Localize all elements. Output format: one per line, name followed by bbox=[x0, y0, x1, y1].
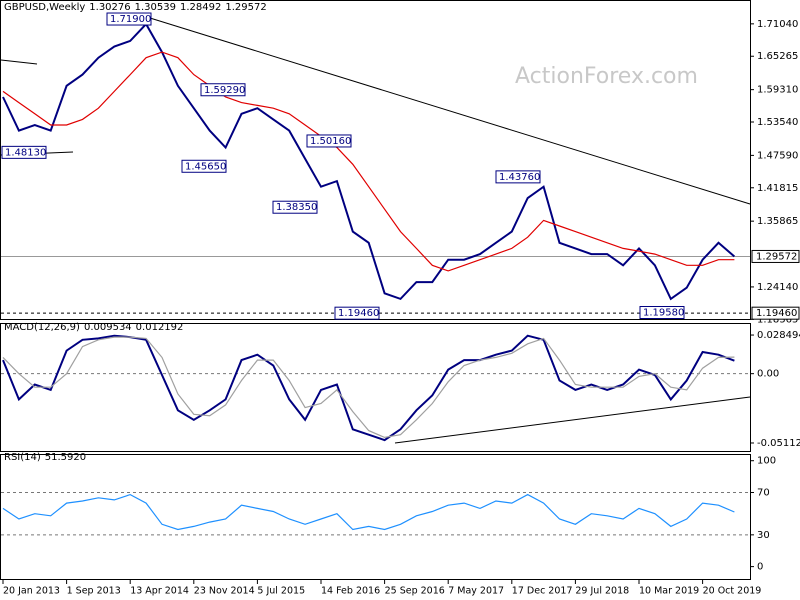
x-tick-label: 5 Jul 2015 bbox=[257, 586, 305, 597]
y-tick-label: 0.028494 bbox=[757, 330, 800, 341]
series-line bbox=[2, 493, 735, 531]
reading: 0.009534 bbox=[84, 322, 132, 333]
annotation-box bbox=[181, 159, 227, 173]
annotation-label: 1.19460 bbox=[338, 308, 379, 319]
x-tick-label: 20 Oct 2019 bbox=[703, 586, 762, 597]
y-tick-label: 1.71040 bbox=[757, 19, 798, 30]
trend-line bbox=[394, 396, 751, 444]
annotation-box bbox=[200, 83, 246, 97]
y-tick-label: 70 bbox=[757, 487, 770, 498]
x-tick-label: 25 Sep 2016 bbox=[385, 586, 445, 597]
trend-line bbox=[0, 59, 38, 65]
annotation-label: 1.59290 bbox=[204, 85, 245, 96]
x-tick-label: 29 Jul 2018 bbox=[575, 586, 629, 597]
x-tick-label: 17 Dec 2017 bbox=[512, 586, 573, 597]
pane-title: RSI(14) 51.5920 bbox=[4, 452, 86, 463]
x-tick-label: 10 Mar 2019 bbox=[639, 586, 699, 597]
series-line bbox=[2, 336, 735, 439]
annotation-box bbox=[106, 12, 152, 26]
annotation-box bbox=[334, 306, 380, 320]
y-tick-label: 1.35865 bbox=[757, 216, 798, 227]
annotation-label: 1.71900 bbox=[110, 14, 151, 25]
x-tick-label: 20 Jan 2013 bbox=[3, 586, 60, 597]
x-tick-label: 7 May 2017 bbox=[448, 586, 504, 597]
trend-line bbox=[149, 17, 751, 205]
y-tick-label: 1.18365 bbox=[757, 314, 798, 325]
title: GBPUSD,Weekly bbox=[4, 2, 85, 13]
annotation-label: 1.43760 bbox=[499, 172, 540, 183]
annotation-box bbox=[272, 200, 318, 214]
y-tick-label: 1.53540 bbox=[757, 117, 798, 128]
annotation-box bbox=[495, 170, 541, 184]
price-label: 1.29572 bbox=[756, 251, 797, 262]
reading: 0.012192 bbox=[136, 322, 184, 333]
y-tick-label: 30 bbox=[757, 530, 770, 541]
price-label-box bbox=[751, 249, 800, 263]
x-tick-label: 1 Sep 2013 bbox=[67, 586, 121, 597]
y-tick-label: 100 bbox=[757, 456, 776, 467]
pane-title: GBPUSD,Weekly 1.30276 1.30539 1.28492 1.2957… bbox=[4, 2, 267, 13]
x-tick-label: 23 Nov 2014 bbox=[194, 586, 255, 597]
x-tick-label: 14 Feb 2016 bbox=[321, 586, 380, 597]
y-tick-label: 0 bbox=[757, 562, 763, 573]
annotation-label: 1.45650 bbox=[185, 161, 226, 172]
y-tick-label: 1.47590 bbox=[757, 150, 798, 161]
reading: 1.30276 bbox=[89, 2, 130, 13]
title: MACD(12,26,9) bbox=[4, 322, 80, 333]
reading: 1.28492 bbox=[180, 2, 221, 13]
y-tick-label: 1.24140 bbox=[757, 282, 798, 293]
y-tick-label: 1.59310 bbox=[757, 85, 798, 96]
annotation-box bbox=[639, 306, 685, 320]
pane-title: MACD(12,26,9) 0.009534 0.012192 bbox=[4, 322, 183, 333]
x-tick-label: 13 Apr 2014 bbox=[130, 586, 189, 597]
y-tick-label: 0.00 bbox=[757, 369, 779, 380]
y-tick-label: -0.051125 bbox=[757, 438, 800, 449]
reading: 51.5920 bbox=[45, 452, 86, 463]
annotation-label: 1.19580 bbox=[643, 308, 684, 319]
annotation-label: 1.38350 bbox=[276, 202, 317, 213]
price-label: 1.19460 bbox=[756, 308, 797, 319]
annotation-label: 1.48130 bbox=[5, 147, 46, 158]
series-line bbox=[2, 22, 736, 301]
y-tick-label: 1.65265 bbox=[757, 51, 798, 62]
reading: 1.30539 bbox=[135, 2, 176, 13]
annotation-label: 1.50160 bbox=[310, 136, 351, 147]
series-line bbox=[2, 51, 735, 272]
macd-pane bbox=[0, 323, 751, 452]
price-label-box bbox=[751, 306, 800, 320]
rsi-pane bbox=[0, 454, 751, 580]
reading: 1.29572 bbox=[225, 2, 266, 13]
annotation-box bbox=[306, 134, 352, 148]
y-tick-label: 1.41815 bbox=[757, 183, 798, 194]
title: RSI(14) bbox=[4, 452, 41, 463]
annotation-box bbox=[1, 145, 47, 159]
watermark: ActionForex.com bbox=[515, 64, 698, 89]
